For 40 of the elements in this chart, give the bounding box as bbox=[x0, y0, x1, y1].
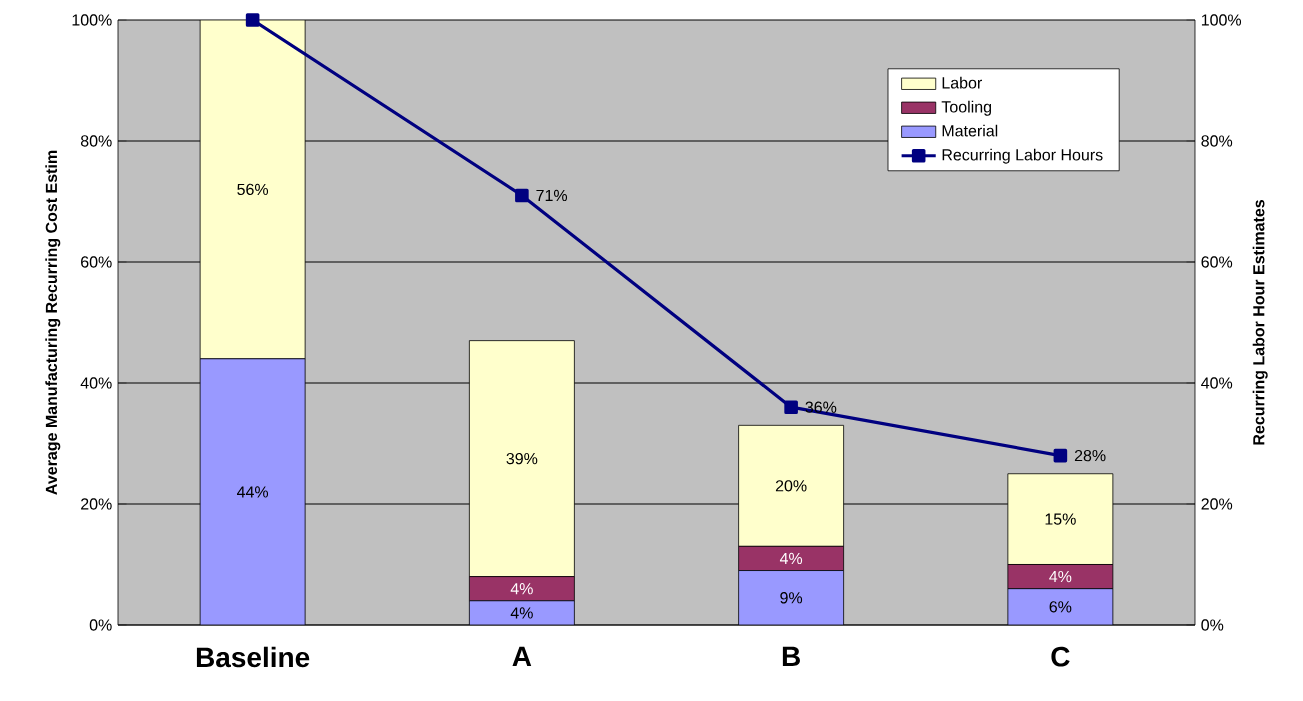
y-tick-label: 0% bbox=[89, 619, 112, 631]
x-tick-label: Baseline bbox=[196, 646, 310, 668]
data-label: 36% bbox=[805, 401, 837, 413]
point bbox=[515, 188, 529, 203]
y-tick-label: 40% bbox=[80, 377, 112, 389]
y-tick-label: 60% bbox=[81, 256, 112, 268]
y2-tick-label: 80% bbox=[1201, 135, 1233, 147]
legend-label: Material bbox=[942, 124, 998, 137]
y-tick-label: 100% bbox=[72, 14, 112, 26]
y2-tick-label: 60% bbox=[1201, 256, 1233, 268]
x-tick-label: A bbox=[512, 646, 532, 666]
data-label: 4% bbox=[779, 552, 803, 565]
legend-label: Recurring Labor Hours bbox=[942, 148, 1103, 164]
x-tick-label: C bbox=[1051, 646, 1070, 667]
data-label: 6% bbox=[1049, 601, 1072, 613]
y2-tick-label: 20% bbox=[1201, 498, 1233, 510]
data-label: 9% bbox=[780, 592, 803, 604]
legend-label: Tooling bbox=[941, 100, 992, 116]
data-label: 71% bbox=[536, 189, 568, 202]
y-tick-label: 20% bbox=[81, 498, 112, 510]
data-label: 4% bbox=[510, 607, 533, 619]
data-label: 44% bbox=[236, 486, 269, 498]
point bbox=[1053, 448, 1068, 463]
data-label: 28% bbox=[1074, 449, 1106, 462]
y-tick-label: 80% bbox=[80, 135, 112, 147]
y-axis-title: Average Manufacturing Recurring Cost Estim bbox=[45, 150, 61, 495]
point bbox=[245, 13, 260, 27]
data-label: 20% bbox=[775, 480, 807, 492]
data-label: 39% bbox=[506, 452, 538, 465]
point bbox=[784, 400, 798, 414]
y2-axis-title: Recurring Labor Hour Estimates bbox=[1252, 200, 1268, 445]
y2-tick-label: 40% bbox=[1201, 377, 1233, 389]
x-tick-label: B bbox=[782, 646, 800, 666]
y2-tick-label: 100% bbox=[1201, 14, 1242, 26]
legend-label: Labor bbox=[942, 76, 982, 89]
data-label: 56% bbox=[237, 183, 269, 196]
data-label: 4% bbox=[1049, 570, 1072, 583]
data-label: 15% bbox=[1045, 513, 1076, 525]
y2-tick-label: 0% bbox=[1201, 619, 1224, 631]
data-label: 4% bbox=[510, 583, 533, 595]
